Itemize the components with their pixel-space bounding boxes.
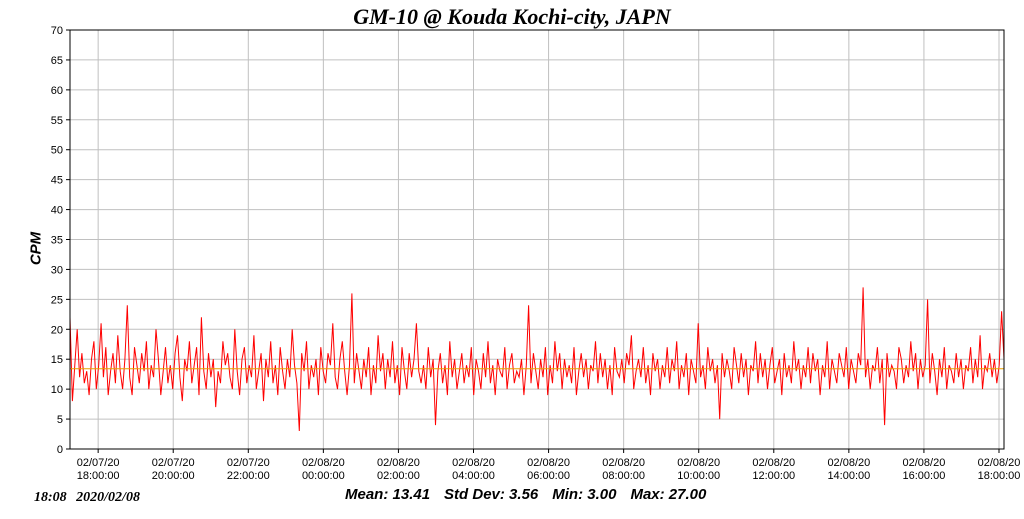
y-tick-label: 20 [51,324,63,336]
y-tick-label: 5 [57,414,63,426]
x-tick-label-date: 02/07/20 [152,457,195,469]
y-tick-label: 0 [57,444,63,456]
y-tick-label: 70 [51,25,63,37]
x-tick-label-time: 08:00:00 [602,470,645,482]
x-tick-label-time: 18:00:00 [77,470,120,482]
x-tick-label-date: 02/08/20 [527,457,570,469]
y-tick-label: 40 [51,205,63,217]
x-tick-label-date: 02/08/20 [752,457,795,469]
x-tick-label-date: 02/08/20 [677,457,720,469]
stat-max: Max: 27.00 [630,486,707,503]
statistics-bar: Mean: 13.41 Std Dev: 3.56 Min: 3.00 Max: 27… [345,486,720,503]
x-tick-label-date: 02/08/20 [302,457,345,469]
y-tick-label: 15 [51,354,63,366]
x-tick-label-date: 02/08/20 [377,457,420,469]
x-tick-label-time: 10:00:00 [677,470,720,482]
x-tick-label-date: 02/08/20 [903,457,946,469]
x-tick-label-time: 02:00:00 [377,470,420,482]
x-tick-label-time: 18:00:00 [978,470,1021,482]
y-tick-label: 10 [51,384,63,396]
x-tick-label-time: 12:00:00 [752,470,795,482]
x-tick-label-date: 02/08/20 [602,457,645,469]
y-axis-label: CPM [27,231,45,266]
y-tick-label: 30 [51,264,63,276]
x-tick-label-date: 02/07/20 [227,457,270,469]
x-tick-label-time: 20:00:00 [152,470,195,482]
x-tick-label-date: 02/08/20 [827,457,870,469]
plot-frame [69,29,1005,450]
y-tick-label: 45 [51,175,63,187]
x-tick-label-time: 06:00:00 [527,470,570,482]
y-tick-label: 25 [51,294,63,306]
chart-title: GM-10 @ Kouda Kochi-city, JAPN [353,4,671,29]
x-tick-label-time: 00:00:00 [302,470,345,482]
timestamp: 18:08 2020/02/08 [34,490,140,505]
stat-std-dev: Std Dev: 3.56 [444,486,539,503]
x-tick-label-time: 14:00:00 [827,470,870,482]
x-tick-label-date: 02/08/20 [978,457,1021,469]
y-tick-label: 65 [51,55,63,67]
y-tick-label: 60 [51,85,63,97]
y-tick-label: 50 [51,145,63,157]
x-tick-label-date: 02/07/20 [77,457,120,469]
x-tick-label-date: 02/08/20 [452,457,495,469]
stat-min: Min: 3.00 [552,486,617,503]
y-tick-label: 35 [51,235,63,247]
x-tick-label-time: 16:00:00 [903,470,946,482]
cpm-series-line [69,287,1005,432]
x-tick-label-time: 22:00:00 [227,470,270,482]
x-tick-label-time: 04:00:00 [452,470,495,482]
y-tick-label: 55 [51,115,63,127]
stat-mean: Mean: 13.41 [345,486,431,503]
